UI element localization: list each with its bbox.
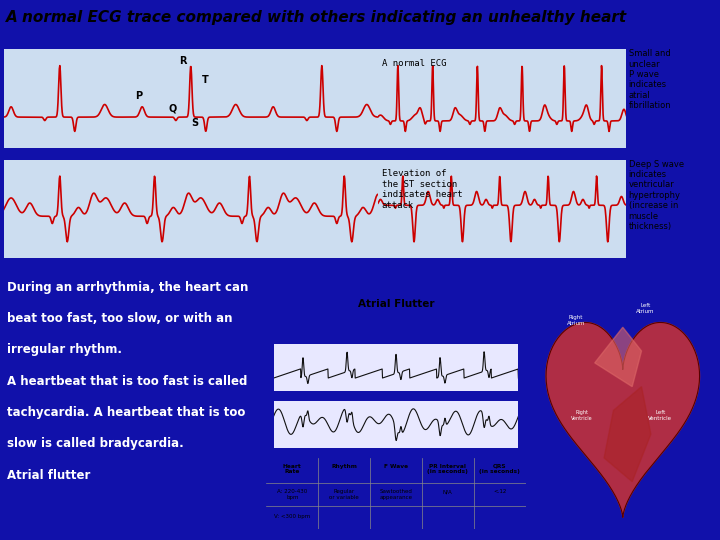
Text: Atrial flutter: Atrial flutter <box>7 469 91 482</box>
Text: P: P <box>135 91 142 100</box>
Text: V: <300 bpm: V: <300 bpm <box>274 514 310 518</box>
Text: tachycardia. A heartbeat that is too: tachycardia. A heartbeat that is too <box>7 406 246 419</box>
Text: PR Interval
(in seconds): PR Interval (in seconds) <box>428 464 468 474</box>
Polygon shape <box>546 322 700 517</box>
Text: slow is called bradycardia.: slow is called bradycardia. <box>7 437 184 450</box>
Text: Regular
or variable: Regular or variable <box>329 489 359 500</box>
Text: <.12: <.12 <box>493 489 506 494</box>
Text: A normal ECG trace compared with others indicating an unhealthy heart: A normal ECG trace compared with others … <box>6 10 627 25</box>
Text: Right
Ventricle: Right Ventricle <box>571 410 593 421</box>
Text: During an arrhythmia, the heart can: During an arrhythmia, the heart can <box>7 281 248 294</box>
Text: irregular rhythm.: irregular rhythm. <box>7 343 122 356</box>
Text: S: S <box>191 118 198 129</box>
Text: Deep S wave
indicates
ventricular
hypertrophy
(increase in
muscle
thickness): Deep S wave indicates ventricular hypert… <box>629 160 684 231</box>
Text: A: 220-430
bpm: A: 220-430 bpm <box>277 489 307 500</box>
Text: Left
Atrium: Left Atrium <box>636 303 654 314</box>
Text: A normal ECG: A normal ECG <box>382 59 446 68</box>
Text: A heartbeat that is too fast is called: A heartbeat that is too fast is called <box>7 375 248 388</box>
Polygon shape <box>595 327 642 387</box>
Polygon shape <box>604 387 651 482</box>
Text: Sawtoothed
appearance: Sawtoothed appearance <box>379 489 413 500</box>
Text: N/A: N/A <box>443 489 453 494</box>
Text: Right
Atrium: Right Atrium <box>567 315 585 326</box>
Text: Heart
Rate: Heart Rate <box>283 464 302 474</box>
Text: Left
Ventricle: Left Ventricle <box>648 410 672 421</box>
Text: Atrial Flutter: Atrial Flutter <box>358 299 434 309</box>
Text: QRS
(in seconds): QRS (in seconds) <box>480 464 520 474</box>
Text: R: R <box>179 56 187 66</box>
Text: T: T <box>202 75 209 85</box>
Text: Q: Q <box>168 104 176 113</box>
Text: Small and
unclear
P wave
indicates
atrial
fibrillation: Small and unclear P wave indicates atria… <box>629 49 671 110</box>
Text: Elevation of
the ST section
indicates heart
attack: Elevation of the ST section indicates he… <box>382 170 462 210</box>
Text: beat too fast, too slow, or with an: beat too fast, too slow, or with an <box>7 312 233 325</box>
Text: F Wave: F Wave <box>384 464 408 469</box>
Text: Rhythm: Rhythm <box>331 464 357 469</box>
